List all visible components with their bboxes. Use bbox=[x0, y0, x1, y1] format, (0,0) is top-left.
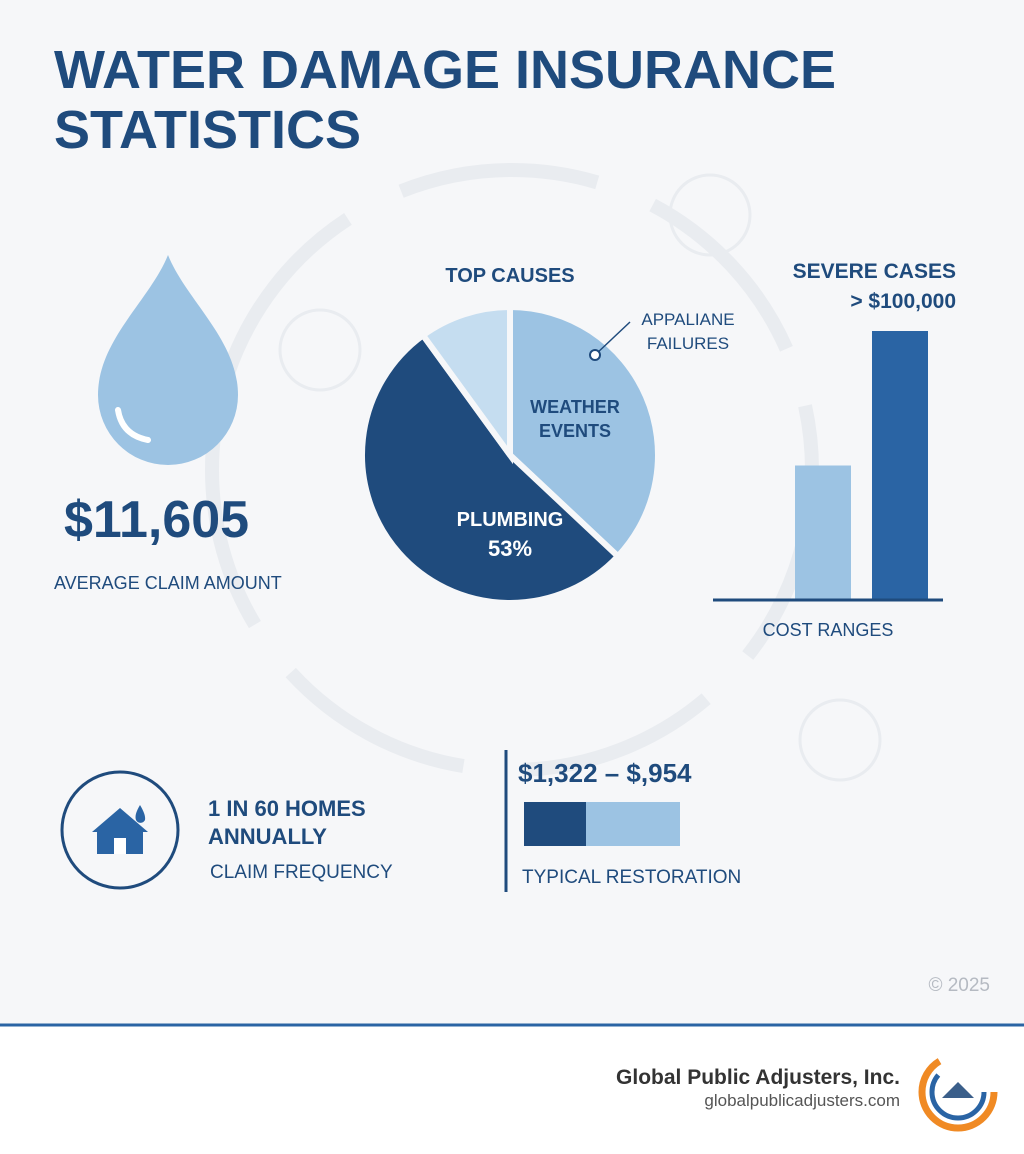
bar-annotation: > $100,000 bbox=[850, 290, 956, 313]
logo-ring-inner bbox=[929, 1063, 987, 1121]
pie-label: PLUMBING bbox=[456, 509, 564, 531]
pie-title: TOP CAUSES bbox=[445, 265, 575, 287]
bar-x-label: COST RANGES bbox=[762, 620, 894, 640]
leader-dot bbox=[589, 349, 601, 361]
drop-highlight bbox=[115, 407, 151, 443]
frequency-value: 1 IN 60 HOMES ANNUALLY bbox=[208, 796, 366, 849]
bar bbox=[795, 465, 851, 600]
frequency-label: CLAIM FREQUENCY bbox=[210, 862, 393, 883]
bar-annotation: SEVERE CASES bbox=[792, 260, 956, 283]
restoration-label: TYPICAL RESTORATION bbox=[522, 867, 742, 888]
house-icon-ring bbox=[60, 770, 180, 890]
pie-label: APPALIANE FAILURES bbox=[641, 310, 735, 353]
footer-bg bbox=[0, 1026, 1024, 1154]
logo-house bbox=[942, 1082, 974, 1098]
title: WATER DAMAGE INSURANCE STATISTICS bbox=[54, 40, 836, 160]
pie-slice bbox=[507, 303, 661, 561]
company-website: globalpublicadjusters.com bbox=[704, 1091, 900, 1110]
water-drop bbox=[98, 255, 238, 465]
average-claim-label: AVERAGE CLAIM AMOUNT bbox=[54, 573, 282, 593]
house-icon bbox=[92, 805, 148, 854]
average-claim-value: $11,605 bbox=[64, 491, 250, 549]
restoration-bar-low bbox=[524, 802, 586, 846]
pie-slice bbox=[418, 303, 513, 465]
logo-ring bbox=[918, 1052, 998, 1132]
pie-slice bbox=[359, 331, 623, 606]
bar bbox=[872, 331, 928, 600]
copyright: © 2025 bbox=[928, 975, 990, 996]
leader-line bbox=[594, 321, 631, 356]
company-name: Global Public Adjusters, Inc. bbox=[616, 1066, 900, 1089]
pie-value-label: 53% bbox=[487, 536, 533, 561]
restoration-value: $1,322 – $,954 bbox=[518, 758, 692, 788]
restoration-bar-high bbox=[586, 802, 680, 846]
pie-label: WEATHER EVENTS bbox=[530, 397, 620, 441]
